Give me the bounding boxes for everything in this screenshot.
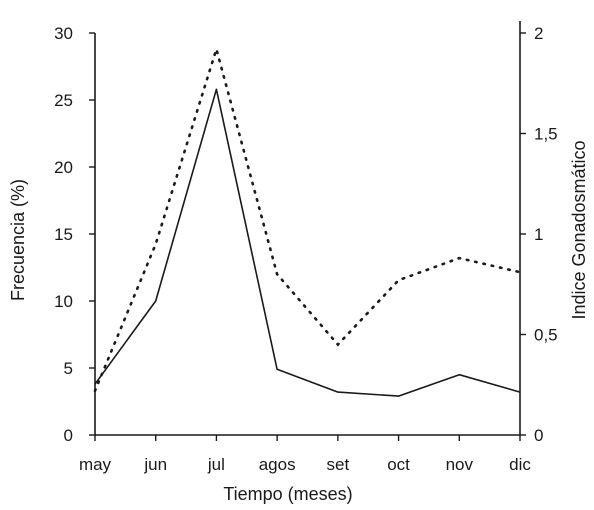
axes bbox=[89, 21, 526, 441]
y-tick-left-label: 15 bbox=[54, 225, 73, 244]
x-tick-label: set bbox=[327, 455, 350, 474]
x-tick-label: jun bbox=[143, 455, 167, 474]
y-tick-right-label: 1,5 bbox=[534, 125, 558, 144]
y-tick-left-label: 5 bbox=[64, 359, 73, 378]
x-tick-label: dic bbox=[509, 455, 531, 474]
x-tick-label: nov bbox=[446, 455, 474, 474]
x-tick-label: agos bbox=[259, 455, 296, 474]
y-tick-left-label: 0 bbox=[64, 426, 73, 445]
x-tick-label: oct bbox=[387, 455, 410, 474]
y-tick-right-label: 1 bbox=[534, 225, 543, 244]
y-tick-left-label: 25 bbox=[54, 91, 73, 110]
tick-labels: 0 5 10 15 20 25 30 0 0,5 1 1,5 2 may jun jul agos set oct… bbox=[54, 24, 558, 474]
x-tick-label: jul bbox=[207, 455, 225, 474]
y-tick-left-label: 30 bbox=[54, 24, 73, 43]
x-axis-title: Tiempo (meses) bbox=[223, 484, 352, 504]
x-tick-label: may bbox=[79, 455, 112, 474]
y-tick-right-label: 2 bbox=[534, 24, 543, 43]
y-axis-title-left: Frecuencia (%) bbox=[8, 179, 28, 301]
y-tick-left-label: 20 bbox=[54, 158, 73, 177]
y-tick-left-label: 10 bbox=[54, 292, 73, 311]
series-group bbox=[93, 44, 522, 397]
series-line-dotted bbox=[93, 44, 522, 393]
y-axis-title-right: Indice Gonadosmático bbox=[569, 140, 589, 319]
series-line-solid bbox=[94, 88, 521, 397]
y-tick-right-label: 0 bbox=[534, 426, 543, 445]
y-tick-right-label: 0,5 bbox=[534, 326, 558, 345]
